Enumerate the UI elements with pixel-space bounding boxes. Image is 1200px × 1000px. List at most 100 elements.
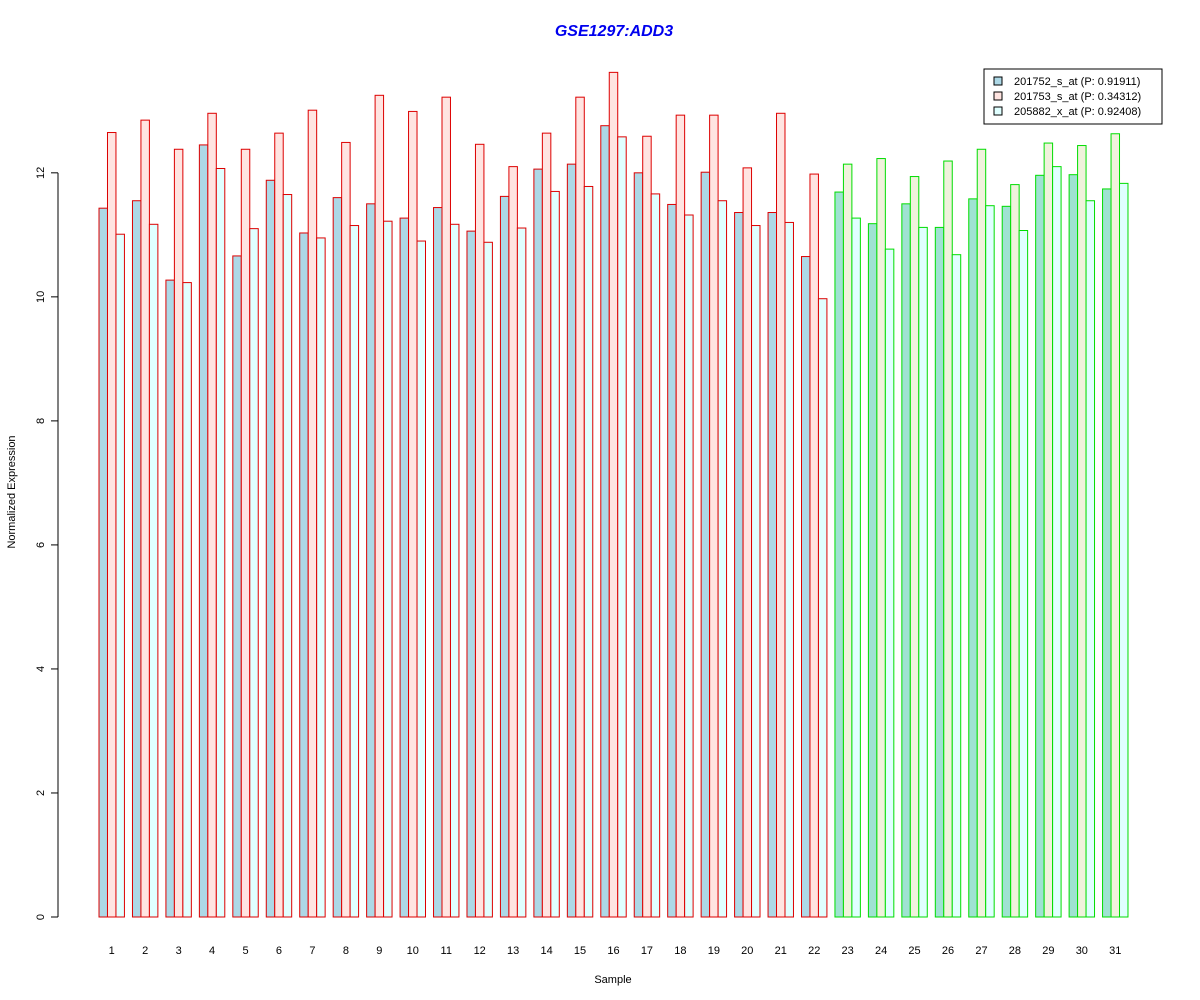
bar-sample-21-series-1 <box>767 212 778 918</box>
x-tick-label: 20 <box>741 945 753 957</box>
bar-sample-20-series-1 <box>734 212 744 918</box>
x-tick-label: 18 <box>674 945 686 957</box>
y-axis-label: Normalized Expression <box>6 435 18 548</box>
bar-sample-11-series-2 <box>441 96 451 918</box>
bar-sample-2-series-3 <box>148 223 159 918</box>
bar-sample-25-series-2 <box>909 176 920 918</box>
bar-sample-3-series-3 <box>182 282 192 918</box>
bars-layer <box>98 71 1129 918</box>
bar-sample-10-series-2 <box>408 110 418 918</box>
x-tick-label: 11 <box>441 945 452 957</box>
bar-sample-2-series-2 <box>140 119 150 918</box>
bar-sample-6-series-2 <box>274 132 284 918</box>
bar-sample-18-series-3 <box>684 214 694 918</box>
legend-label: 201752_s_at (P: 0.91911) <box>1014 76 1140 88</box>
y-tick-label: 0 <box>35 914 47 920</box>
bar-sample-2-series-1 <box>131 200 142 918</box>
bar-sample-4-series-2 <box>207 112 217 918</box>
bar-sample-20-series-3 <box>751 225 761 918</box>
bar-sample-23-series-1 <box>834 191 844 918</box>
x-tick-label: 23 <box>842 945 854 957</box>
x-tick-label: 4 <box>209 945 215 957</box>
bar-sample-5-series-3 <box>249 228 259 918</box>
bar-sample-23-series-3 <box>851 217 861 918</box>
bar-sample-29-series-3 <box>1052 166 1062 918</box>
bar-sample-15-series-1 <box>566 163 577 918</box>
bar-sample-16-series-1 <box>600 125 610 918</box>
bar-sample-11-series-3 <box>449 223 460 918</box>
bar-sample-12-series-1 <box>466 230 476 918</box>
x-tick-label: 12 <box>474 945 486 957</box>
bar-sample-22-series-2 <box>809 173 819 918</box>
x-tick-label: 15 <box>574 945 586 957</box>
bar-sample-21-series-2 <box>776 112 786 918</box>
bar-sample-18-series-2 <box>675 114 686 918</box>
bar-sample-27-series-1 <box>968 198 978 918</box>
bar-sample-19-series-1 <box>700 171 711 918</box>
x-tick-label: 6 <box>276 945 282 957</box>
bar-sample-31-series-2 <box>1110 133 1121 918</box>
bar-sample-6-series-1 <box>265 179 276 918</box>
x-tick-label: 8 <box>343 945 349 957</box>
legend-swatch <box>993 91 1003 101</box>
bar-sample-13-series-3 <box>516 227 527 918</box>
y-tick-label: 8 <box>35 418 47 424</box>
chart-title: GSE1297:ADD3 <box>555 23 673 40</box>
bar-sample-6-series-3 <box>282 194 293 918</box>
bar-sample-22-series-1 <box>801 256 811 918</box>
bar-sample-7-series-3 <box>316 237 326 918</box>
bar-sample-12-series-3 <box>483 241 493 918</box>
bar-sample-29-series-2 <box>1043 142 1054 918</box>
bar-sample-30-series-2 <box>1077 145 1087 918</box>
x-tick-label: 17 <box>641 945 653 957</box>
legend-label: 201753_s_at (P: 0.34312) <box>1014 91 1141 103</box>
bar-sample-17-series-2 <box>642 135 652 918</box>
y-tick-label: 12 <box>35 167 47 179</box>
x-tick-label: 31 <box>1109 945 1121 957</box>
x-tick-label: 27 <box>975 945 987 957</box>
x-tick-label: 30 <box>1076 945 1088 957</box>
bar-sample-4-series-3 <box>215 167 226 918</box>
bar-sample-8-series-1 <box>332 197 343 918</box>
bar-sample-30-series-3 <box>1085 200 1096 918</box>
bar-sample-9-series-1 <box>366 203 376 918</box>
bar-sample-28-series-1 <box>1001 205 1012 918</box>
bar-sample-26-series-1 <box>934 226 945 918</box>
bar-sample-11-series-1 <box>433 207 443 918</box>
x-tick-label: 13 <box>507 945 519 957</box>
x-tick-label: 21 <box>775 945 787 957</box>
x-tick-label: 7 <box>309 945 315 957</box>
bar-sample-25-series-3 <box>918 226 928 918</box>
bar-sample-1-series-2 <box>106 132 117 918</box>
bar-sample-24-series-1 <box>867 223 878 918</box>
bar-sample-15-series-3 <box>583 185 594 918</box>
x-tick-label: 29 <box>1042 945 1054 957</box>
x-tick-label: 2 <box>142 945 148 957</box>
bar-sample-25-series-1 <box>901 203 911 918</box>
bar-sample-7-series-1 <box>299 232 309 918</box>
bar-sample-1-series-1 <box>98 207 108 918</box>
bar-sample-5-series-2 <box>240 148 251 918</box>
bar-sample-1-series-3 <box>115 233 125 918</box>
legend-swatch <box>993 76 1003 86</box>
bar-sample-24-series-3 <box>884 248 895 918</box>
bar-sample-31-series-3 <box>1119 182 1129 918</box>
x-tick-label: 16 <box>607 945 619 957</box>
bar-sample-9-series-3 <box>383 220 393 918</box>
y-tick-label: 4 <box>35 666 47 672</box>
bar-sample-26-series-2 <box>943 160 953 918</box>
bar-sample-14-series-1 <box>533 168 543 918</box>
y-tick-label: 6 <box>35 542 47 548</box>
x-tick-label: 25 <box>908 945 920 957</box>
bar-sample-14-series-3 <box>550 190 560 918</box>
x-tick-label: 3 <box>176 945 182 957</box>
bar-sample-10-series-1 <box>399 217 410 918</box>
bar-sample-21-series-3 <box>784 221 794 918</box>
legend-swatch <box>993 106 1003 116</box>
bar-sample-20-series-2 <box>742 167 753 918</box>
x-tick-label: 9 <box>376 945 382 957</box>
bar-sample-13-series-1 <box>499 195 510 918</box>
bar-sample-16-series-2 <box>608 71 619 918</box>
x-tick-label: 14 <box>540 945 552 957</box>
